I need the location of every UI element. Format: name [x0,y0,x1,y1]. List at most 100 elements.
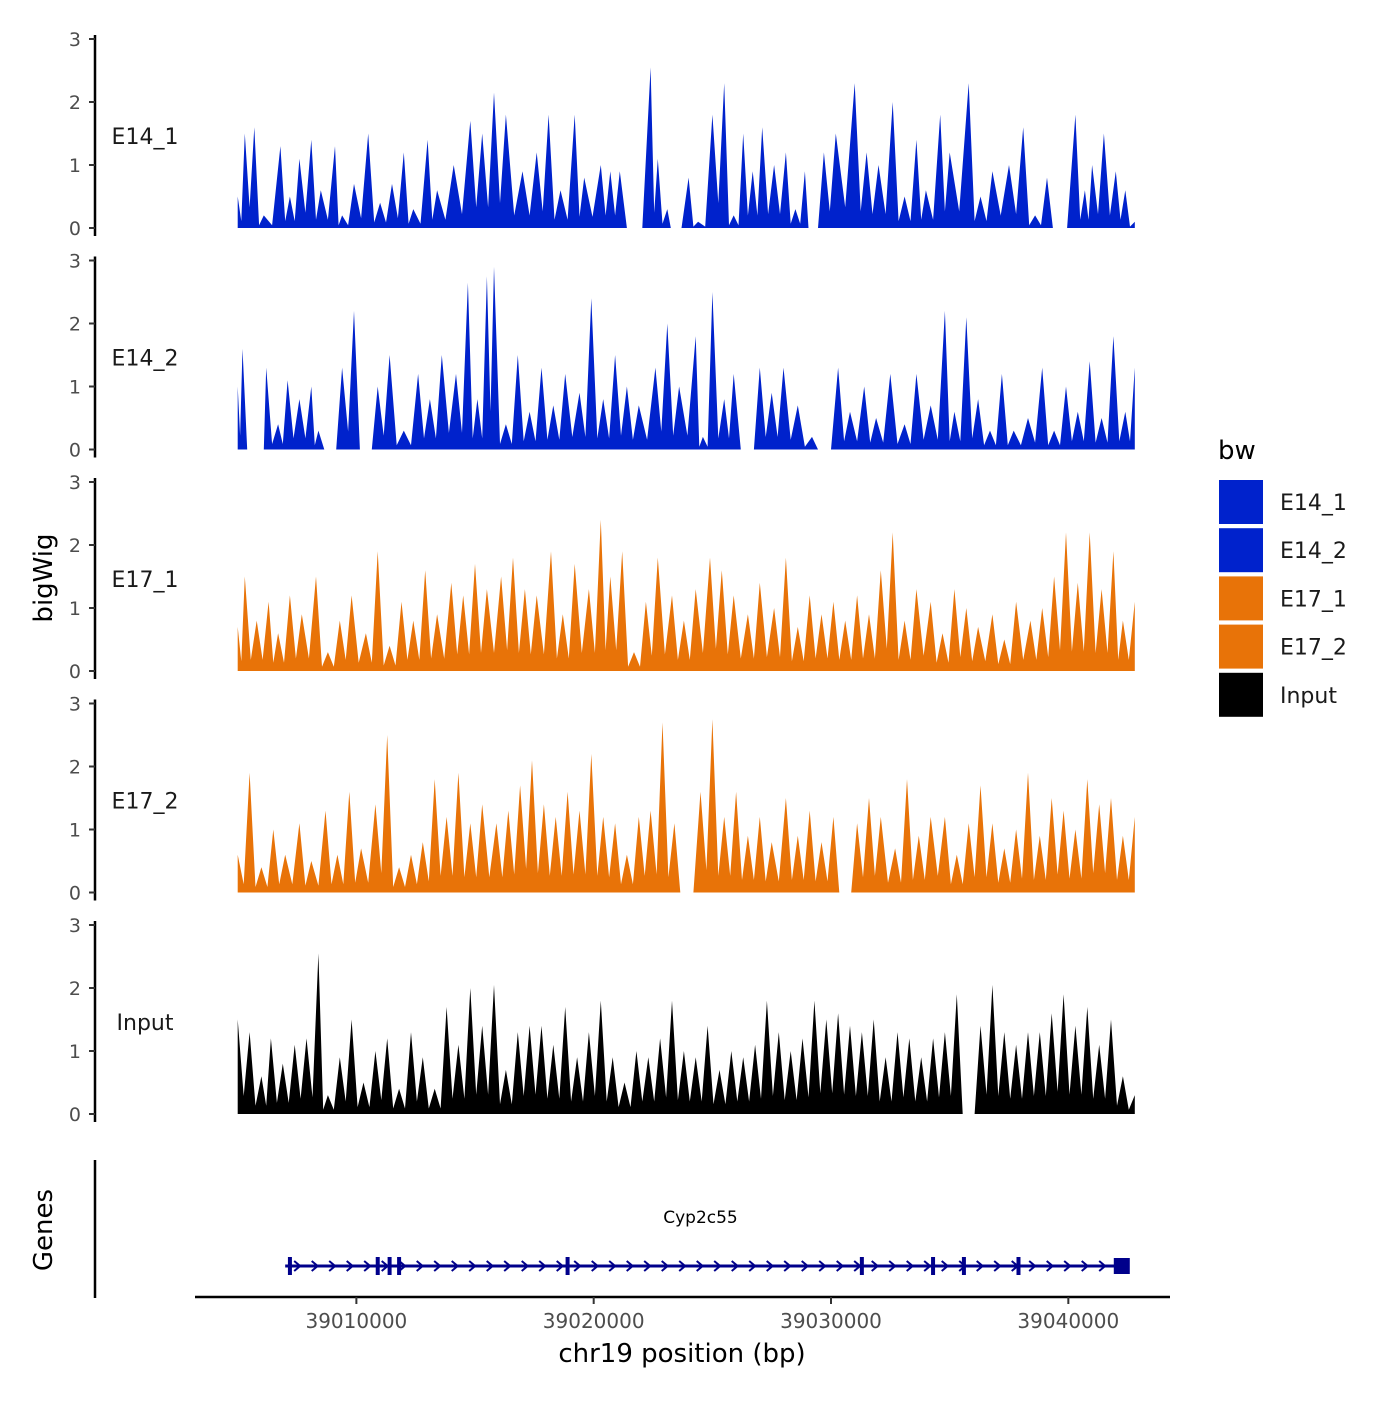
exon-mark [931,1257,936,1275]
legend-swatch [1219,624,1263,669]
track-label-E14_1: E14_1 [112,125,179,150]
y-tick-label: 0 [69,883,81,905]
y-tick-label: 3 [69,29,81,51]
strand-arrow [398,1260,407,1272]
legend-entry-E14_1: E14_1 [1219,480,1347,524]
legend-label: Input [1280,684,1337,709]
strand-arrow [906,1260,915,1272]
y-tick-label: 2 [69,92,81,114]
y-tick-label: 1 [69,155,81,177]
strand-arrow [976,1260,985,1272]
y-axis-label: bigWig [29,533,59,622]
track-label-E17_1: E17_1 [112,568,179,593]
track-panels: 0 1 2 3 E14_1 0 1 2 3 E14_2 0 1 2 3 E17_1 0 1 2 3 E17_2 0 1 2 3… [69,29,1135,1126]
strand-arrow [1081,1260,1090,1272]
gene-track: Cyp2c55 [93,1160,1130,1298]
exon-mark [1016,1257,1021,1275]
track-label-Input: Input [117,1011,174,1036]
strand-arrow [818,1260,827,1272]
strand-arrow [363,1260,372,1272]
legend-entry-E14_2: E14_2 [1219,528,1347,573]
strand-arrow [766,1260,775,1272]
strand-arrow [608,1260,617,1272]
y-tick-label: 0 [69,661,81,683]
y-tick-label: 3 [69,694,81,716]
legend-label: E14_2 [1280,539,1347,564]
exon-mark [961,1257,966,1275]
strand-arrow [731,1260,740,1272]
gene-Cyp2c55: Cyp2c55 [285,1208,1130,1275]
strand-arrow [696,1260,705,1272]
y-tick-label: 0 [69,440,81,462]
coverage-area-Input [237,953,1135,1114]
legend-label: E17_1 [1280,587,1347,612]
x-tick-label: 39020000 [543,1309,645,1333]
strand-arrow [748,1260,757,1272]
strand-arrow [311,1260,320,1272]
strand-arrow [993,1260,1002,1272]
strand-arrow [556,1260,565,1272]
strand-arrow [346,1260,355,1272]
x-axis: 39010000 39020000 39030000 39040000 [195,1295,1170,1333]
strand-arrow [293,1260,302,1272]
strand-arrow [678,1260,687,1272]
strand-arrow [1063,1260,1072,1272]
strand-arrow [871,1260,880,1272]
strand-arrow [433,1260,442,1272]
strand-arrow [1098,1260,1107,1272]
strand-arrow [941,1260,950,1272]
strand-arrow [503,1260,512,1272]
strand-arrow [836,1260,845,1272]
y-tick-label: 2 [69,314,81,336]
y-tick-label: 3 [69,251,81,273]
x-tick-label: 39030000 [780,1309,882,1333]
track-E14_1: 0 1 2 3 E14_1 [69,29,1135,240]
y-tick-label: 3 [69,915,81,937]
strand-arrow [661,1260,670,1272]
coverage-area-E14_2 [237,266,1135,450]
y-tick-label: 2 [69,757,81,779]
legend: bw E14_1 E14_2 E17_1 E17_2 Input [1218,436,1347,717]
genes-axis-label: Genes [29,1189,59,1271]
strand-arrow [521,1260,530,1272]
legend-entry-E17_1: E17_1 [1219,576,1347,621]
gene-end-block [1113,1258,1130,1274]
y-tick-label: 3 [69,472,81,494]
y-tick-label: 1 [69,377,81,399]
x-tick-label: 39010000 [305,1309,407,1333]
y-tick-label: 1 [69,598,81,620]
exon-mark [565,1257,570,1275]
strand-arrow [1028,1260,1037,1272]
exon-mark [387,1257,392,1275]
exon-mark [287,1257,292,1275]
gene-label: Cyp2c55 [663,1208,738,1228]
x-tick-label: 39040000 [1017,1309,1119,1333]
legend-entry-Input: Input [1219,672,1337,717]
legend-entry-E17_2: E17_2 [1219,624,1347,669]
strand-arrow [1046,1260,1055,1272]
strand-arrow [643,1260,652,1272]
coverage-area-E17_2 [237,719,1135,893]
legend-swatch [1219,672,1263,717]
y-tick-label: 1 [69,1041,81,1063]
strand-arrow [591,1260,600,1272]
legend-swatch [1219,576,1263,621]
exon-mark [375,1257,380,1275]
y-tick-label: 1 [69,820,81,842]
legend-title: bw [1218,436,1256,466]
y-tick-label: 2 [69,978,81,1000]
legend-swatch [1219,480,1263,524]
strand-arrow [451,1260,460,1272]
strand-arrow [538,1260,547,1272]
strand-arrow [713,1260,722,1272]
track-label-E14_2: E14_2 [112,347,179,372]
legend-label: E17_2 [1280,636,1347,661]
track-E17_2: 0 1 2 3 E17_2 [69,694,1135,905]
strand-arrow [573,1260,582,1272]
x-axis-label: chr19 position (bp) [558,1339,805,1369]
exon-mark [397,1257,402,1275]
legend-swatch [1219,528,1263,573]
track-E14_2: 0 1 2 3 E14_2 [69,251,1135,462]
